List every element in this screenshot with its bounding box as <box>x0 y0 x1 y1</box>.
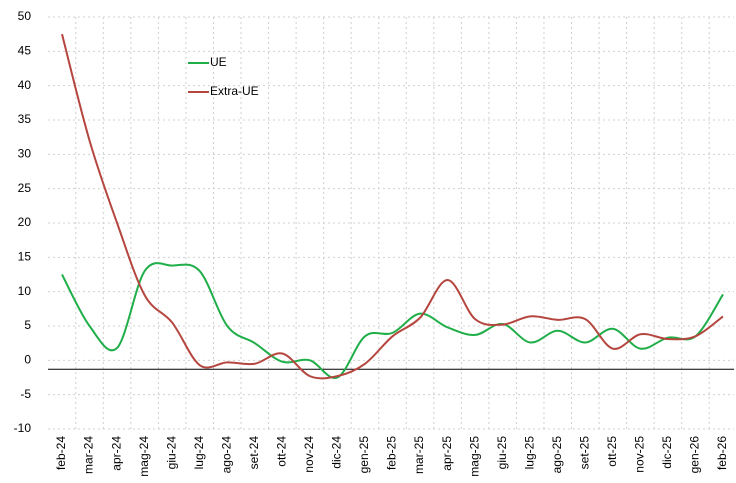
x-tick-label: gen-26 <box>688 436 702 474</box>
y-tick-label: 30 <box>18 147 32 161</box>
x-tick-label: set-24 <box>247 436 261 470</box>
y-tick-label: 25 <box>18 181 32 195</box>
y-tick-label: -10 <box>14 421 32 435</box>
x-tick-label: apr-24 <box>109 436 123 471</box>
x-tick-label: mar-25 <box>412 436 426 474</box>
x-tick-label: apr-25 <box>440 436 454 471</box>
x-tick-label: feb-24 <box>54 436 68 470</box>
legend-label: UE <box>210 55 227 69</box>
x-tick-label: giu-25 <box>495 436 509 470</box>
line-series <box>61 262 724 380</box>
x-tick-label: gen-25 <box>357 436 371 474</box>
x-tick-label: mag-24 <box>137 436 151 477</box>
x-tick-label: mag-25 <box>467 436 481 477</box>
x-tick-label: lug-25 <box>522 436 536 470</box>
x-tick-label: set-25 <box>577 436 591 470</box>
legend-label: Extra-UE <box>210 84 259 98</box>
x-tick-label: giu-24 <box>164 436 178 470</box>
x-tick-label: ott-25 <box>605 436 619 467</box>
x-tick-label: ago-25 <box>550 436 564 474</box>
y-tick-label: 15 <box>18 250 32 264</box>
line-series <box>61 33 724 380</box>
x-tick-label: dic-24 <box>330 436 344 469</box>
x-tick-label: nov-24 <box>302 436 316 473</box>
x-tick-label: dic-25 <box>660 436 674 469</box>
y-tick-label: 50 <box>18 9 32 23</box>
x-tick-label: nov-25 <box>633 436 647 473</box>
y-tick-label: 5 <box>24 318 31 332</box>
y-tick-label: 10 <box>18 284 32 298</box>
y-tick-label: 40 <box>18 78 32 92</box>
y-tick-label: 45 <box>18 44 32 58</box>
y-tick-label: 20 <box>18 215 32 229</box>
x-tick-label: feb-26 <box>715 436 729 470</box>
y-tick-label: -5 <box>20 387 31 401</box>
x-tick-label: mar-24 <box>82 436 96 474</box>
x-tick-label: ago-24 <box>219 436 233 474</box>
y-tick-label: 35 <box>18 112 32 126</box>
y-tick-label: 0 <box>24 353 31 367</box>
x-tick-label: ott-24 <box>275 436 289 467</box>
x-tick-label: feb-25 <box>385 436 399 470</box>
x-tick-label: lug-24 <box>192 436 206 470</box>
